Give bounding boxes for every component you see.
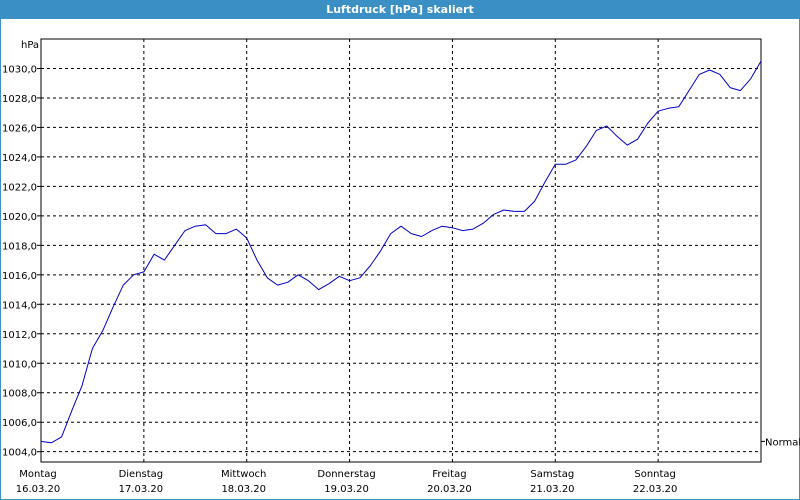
axes: hPa: [21, 38, 762, 463]
y-tick-label: 1024,0: [2, 153, 37, 164]
x-tick-label-day: Sonntag: [634, 469, 676, 480]
series-line-luftdruck: [40, 60, 762, 444]
y-axis-label: hPa: [21, 40, 39, 51]
x-tick-label-day: Dienstag: [119, 469, 164, 480]
series-layer: [40, 60, 762, 444]
y-tick-label: 1016,0: [2, 271, 37, 282]
y-tick-label: 1012,0: [2, 330, 37, 341]
x-tick-label-date: 18.03.20: [221, 484, 266, 495]
grid: [41, 39, 762, 462]
y-tick-label: 1018,0: [2, 241, 37, 252]
x-axis-ticks: Montag 16.03.20 Dienstag 17.03.20 Mittwoch 18…: [16, 469, 678, 495]
reference-label: Normal: [765, 437, 800, 448]
x-tick-label-day: Samstag: [530, 469, 574, 480]
y-tick-label: 1014,0: [2, 300, 37, 311]
y-tick-label: 1028,0: [2, 94, 37, 105]
x-tick-label-date: 22.03.20: [633, 484, 678, 495]
y-tick-label: 1020,0: [2, 212, 37, 223]
y-tick-label: 1006,0: [2, 418, 37, 429]
y-tick-label: 1008,0: [2, 389, 37, 400]
x-tick-label-date: 16.03.20: [16, 484, 61, 495]
y-axis-ticks: 1004,0 1006,0 1008,0 1010,0 1012,0 1014,0 1016…: [2, 64, 41, 459]
y-tick-label: 1030,0: [2, 64, 37, 75]
x-tick-label-day: Freitag: [432, 469, 466, 480]
chart-title: Luftdruck [hPa] skaliert: [1, 1, 799, 19]
x-tick-label-date: 19.03.20: [324, 484, 369, 495]
x-tick-label-date: 21.03.20: [530, 484, 575, 495]
y-tick-label: 1026,0: [2, 123, 37, 134]
x-tick-label-day: Montag: [19, 469, 56, 480]
y-tick-label: 1004,0: [2, 448, 37, 459]
y-tick-label: 1022,0: [2, 182, 37, 193]
x-tick-label-date: 20.03.20: [427, 484, 472, 495]
y-tick-label: 1010,0: [2, 359, 37, 370]
x-tick-label-date: 17.03.20: [119, 484, 164, 495]
x-tick-label-day: Mittwoch: [221, 469, 266, 480]
plot-area: [40, 38, 762, 463]
reference-layer: Normal: [761, 437, 800, 448]
x-tick-label-day: Donnerstag: [317, 469, 375, 480]
